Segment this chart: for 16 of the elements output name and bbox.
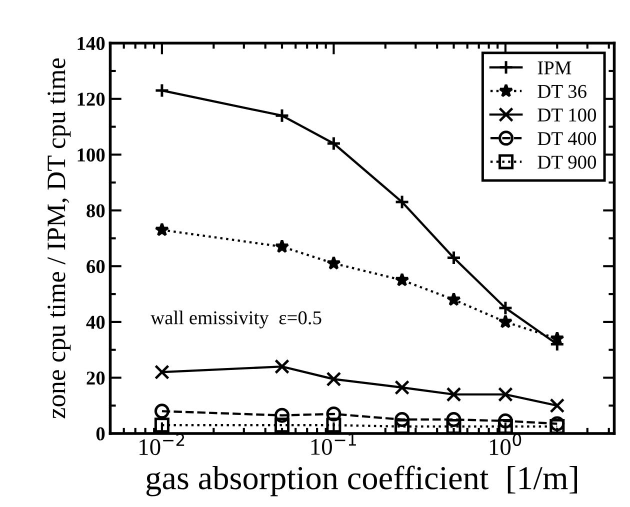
y-tick-label: 140: [78, 36, 105, 50]
legend-label: DT 900: [538, 156, 596, 169]
annotation: wall emissivity ε=0.5: [150, 310, 322, 328]
y-tick-label: 100: [78, 148, 105, 162]
legend-label: DT 100: [538, 108, 596, 122]
y-tick-label: 120: [78, 92, 105, 106]
x-axis-title: gas absorption coefficient [1/m]: [146, 466, 577, 496]
y-tick-label: 60: [86, 260, 105, 274]
legend-label: DT 36: [538, 84, 586, 98]
y-tick-label: 80: [86, 204, 105, 218]
y-tick-label: 20: [86, 372, 105, 385]
y-axis-title: zone cpu time / IPM, DT cpu time: [48, 58, 71, 418]
y-tick-label: 0: [96, 427, 105, 440]
legend-label: IPM: [538, 61, 572, 74]
legend-label: DT 400: [538, 132, 596, 146]
y-tick-label: 40: [86, 316, 105, 329]
